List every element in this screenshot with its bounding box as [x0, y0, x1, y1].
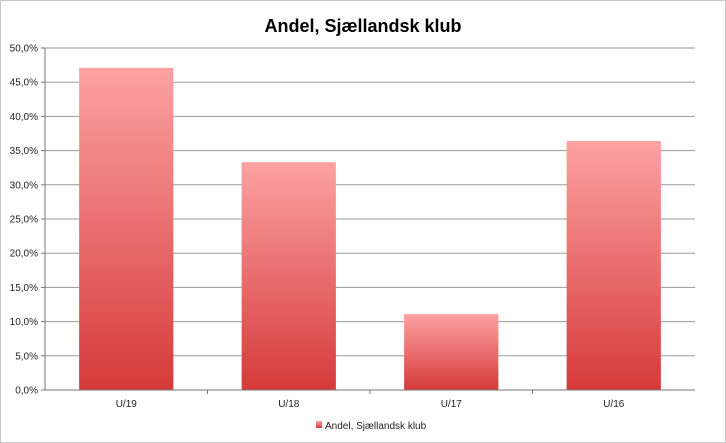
x-tick-label: U/17: [441, 399, 463, 410]
y-axis-ticks: 0,0% 5,0% 10,0% 15,0% 20,0% 25,0% 30,0% 35,0% 40…: [10, 44, 45, 397]
y-tick-label: 25,0%: [10, 215, 38, 226]
chart-title: Andel, Sjællandsk klub: [264, 16, 461, 36]
y-tick-label: 45,0%: [10, 78, 38, 89]
y-tick-label: 5,0%: [15, 351, 38, 362]
x-axis-ticks: U/19 U/18 U/17 U/16: [116, 390, 625, 410]
bar-u-17: [404, 314, 499, 390]
y-tick-label: 20,0%: [10, 249, 38, 260]
bars: [79, 67, 661, 390]
y-tick-label: 50,0%: [10, 44, 38, 55]
x-tick-label: U/18: [278, 399, 300, 410]
bar-u-19: [79, 67, 174, 390]
y-tick-label: 10,0%: [10, 317, 38, 328]
y-tick-label: 0,0%: [15, 386, 38, 397]
y-tick-label: 30,0%: [10, 180, 38, 191]
x-tick-label: U/19: [116, 399, 138, 410]
legend-label: Andel, Sjællandsk klub: [325, 421, 427, 432]
y-tick-label: 40,0%: [10, 112, 38, 123]
y-tick-label: 35,0%: [10, 146, 38, 157]
bar-u-16: [566, 141, 661, 390]
y-tick-label: 15,0%: [10, 283, 38, 294]
bar-u-18: [241, 162, 336, 390]
legend: Andel, Sjællandsk klub: [316, 421, 427, 432]
x-tick-label: U/16: [603, 399, 625, 410]
legend-swatch: [316, 421, 322, 428]
